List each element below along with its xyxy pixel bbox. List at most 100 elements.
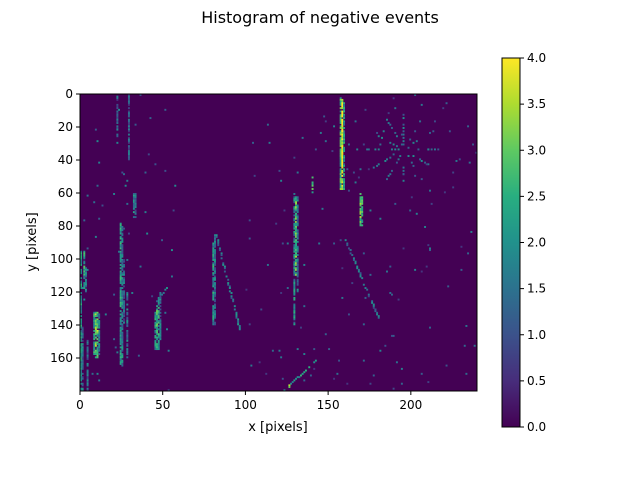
heatmap-cell: [121, 273, 124, 276]
heatmap-cell: [362, 359, 365, 362]
heatmap-cell: [228, 285, 231, 288]
heatmap-cell: [154, 331, 157, 334]
heatmap-cell: [80, 376, 82, 379]
heatmap-cell: [387, 112, 390, 115]
heatmap-cell: [114, 346, 117, 349]
heatmap-cell: [361, 214, 364, 217]
heatmap-cell: [356, 267, 359, 270]
heatmap-cell: [84, 282, 87, 285]
heatmap-cell: [296, 275, 299, 278]
heatmap-cell: [86, 377, 89, 380]
heatmap-cell: [116, 97, 119, 100]
heatmap-cell: [121, 359, 124, 362]
heatmap-cell: [116, 110, 119, 113]
heatmap-cell: [323, 115, 326, 118]
heatmap-cell: [433, 148, 436, 151]
heatmap-cell: [341, 171, 344, 174]
heatmap-cell: [339, 184, 342, 187]
heatmap-cell: [432, 130, 435, 133]
heatmap-cell: [295, 272, 297, 275]
heatmap-cell: [212, 245, 215, 248]
heatmap-cell: [86, 354, 89, 357]
heatmap-cell: [293, 230, 296, 233]
heatmap-cell: [96, 325, 99, 327]
heatmap-cell: [427, 148, 430, 151]
heatmap-cell: [402, 169, 405, 172]
heatmap-cell: [134, 216, 137, 219]
heatmap-cell: [121, 320, 124, 322]
heatmap-cell: [341, 138, 344, 141]
heatmap-cell: [116, 115, 119, 118]
heatmap-cell: [127, 158, 130, 161]
heatmap-cell: [134, 193, 137, 195]
heatmap-cell: [281, 242, 284, 245]
heatmap-cell: [339, 102, 342, 105]
heatmap-cell: [359, 273, 362, 276]
chart-title: Histogram of negative events: [201, 8, 439, 27]
heatmap-cell: [154, 326, 157, 329]
heatmap-cell: [81, 328, 84, 331]
heatmap-cell: [343, 113, 345, 116]
x-tick-label: 0: [76, 398, 84, 412]
heatmap-cell: [374, 310, 377, 313]
heatmap-cell: [116, 125, 119, 128]
heatmap-cell: [402, 140, 405, 143]
heatmap-cell: [213, 257, 216, 260]
heatmap-cell: [86, 348, 89, 351]
heatmap-cell: [156, 338, 159, 341]
heatmap-cell: [303, 353, 306, 355]
heatmap-cell: [119, 275, 122, 278]
heatmap-cell: [372, 306, 375, 309]
heatmap-cell: [83, 275, 86, 278]
heatmap-cell: [339, 138, 342, 141]
heatmap-cell: [144, 211, 147, 214]
heatmap-cell: [343, 122, 345, 124]
heatmap-cell: [430, 202, 433, 205]
heatmap-cell: [93, 353, 96, 355]
heatmap-cell: [126, 336, 129, 339]
heatmap-cell: [139, 265, 142, 268]
heatmap-cell: [116, 103, 119, 106]
heatmap-cell: [81, 343, 84, 346]
heatmap-cell: [212, 292, 215, 294]
heatmap-cell: [94, 341, 97, 344]
heatmap-cell: [295, 239, 297, 242]
heatmap-cell: [80, 339, 82, 342]
heatmap-cell: [213, 272, 216, 275]
heatmap-cell: [80, 344, 82, 347]
heatmap-cell: [424, 161, 427, 164]
heatmap-cell: [341, 118, 344, 121]
heatmap-cell: [293, 313, 296, 316]
heatmap-cell: [154, 313, 157, 316]
heatmap-cell: [369, 273, 372, 276]
heatmap-cell: [339, 145, 342, 148]
heatmap-cell: [372, 305, 375, 308]
heatmap-cell: [341, 120, 344, 123]
heatmap-cell: [301, 136, 304, 139]
heatmap-cell: [362, 323, 365, 326]
heatmap-cell: [161, 239, 164, 242]
heatmap-cell: [83, 287, 86, 289]
heatmap-cell: [84, 290, 87, 293]
heatmap-cell: [83, 219, 86, 222]
heatmap-cell: [387, 122, 390, 124]
heatmap-cell: [341, 105, 344, 108]
heatmap-cell: [86, 194, 89, 197]
heatmap-cell: [445, 364, 448, 367]
heatmap-cell: [126, 349, 129, 352]
heatmap-cell: [154, 344, 157, 347]
heatmap-cell: [81, 377, 84, 380]
heatmap-cell: [154, 325, 157, 327]
heatmap-cell: [361, 202, 364, 205]
heatmap-cell: [331, 150, 334, 153]
heatmap-cell: [352, 257, 355, 260]
heatmap-cell: [123, 295, 125, 298]
heatmap-cell: [126, 293, 129, 296]
heatmap-cell: [361, 219, 364, 222]
heatmap-cell: [293, 270, 296, 273]
colorbar-tick-label: 4.0: [527, 51, 546, 65]
heatmap-cell: [81, 359, 84, 362]
heatmap-cell: [134, 209, 137, 212]
heatmap-cell: [377, 148, 380, 151]
heatmap-cell: [119, 259, 122, 261]
